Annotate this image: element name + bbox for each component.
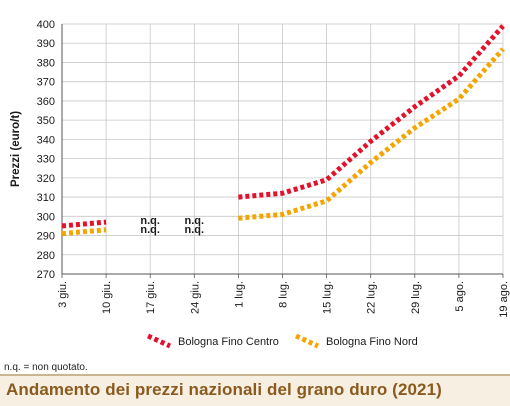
x-tick-label: 17 giu. [145,281,157,314]
x-tick-label: 10 giu. [101,281,113,314]
x-tick-label: 22 lug. [366,281,378,314]
y-tick-label: 360 [37,96,55,108]
footnote: n.q. = non quotato. [4,362,88,373]
axes: 270 280 290 300 310 320 330 340 350 360 370 380 390 4… [10,19,510,318]
annotation-nq: n.q. [185,224,205,236]
grid [61,23,504,275]
y-tick-label: 370 [37,77,55,89]
y-tick-label: 280 [37,250,55,262]
y-tick-label: 390 [37,38,55,50]
y-tick-label: 330 [37,154,55,166]
legend-swatch-0 [146,333,172,349]
x-tick-label: 29 lug. [410,281,422,314]
y-tick-label: 400 [37,19,55,31]
y-tick-label: 320 [37,173,55,185]
x-tick-label: 8 lug. [278,281,290,308]
legend-label-1: Bologna Fino Nord [326,336,418,348]
series-line-0 [61,219,107,229]
legend-swatch-1 [294,333,320,349]
series-line-1 [61,227,107,237]
y-tick-label: 350 [37,115,55,127]
legend-label-0: Bologna Fino Centro [178,336,279,348]
x-tick-label: 24 giu. [189,281,201,314]
y-tick-label: 300 [37,211,55,223]
y-tick-label: 270 [37,269,55,281]
y-tick-label: 340 [37,134,55,146]
x-tick-label: 5 ago. [454,281,466,312]
title-banner: Andamento dei prezzi nazionali del grano… [0,374,510,406]
x-tick-label: 1 lug. [233,281,245,308]
y-tick-label: 310 [37,192,55,204]
annotation-nq: n.q. [185,215,205,227]
y-tick-label: 290 [37,231,55,243]
y-axis-label: Prezzi (euro/t) [10,111,22,187]
annotation-nq: n.q. [140,215,160,227]
annotation-nq: n.q. [140,224,160,236]
legend: Bologna Fino Centro Bologna Fino Nord [146,333,418,349]
y-tick-label: 380 [37,57,55,69]
x-tick-label: 15 lug. [322,281,334,314]
x-tick-label: 3 giu. [57,281,69,308]
annotations: n.q.n.q.n.q.n.q. [140,215,204,236]
chart-title: Andamento dei prezzi nazionali del grano… [6,380,442,399]
x-tick-label: 19 ago. [498,281,510,318]
series-layer [61,24,505,237]
